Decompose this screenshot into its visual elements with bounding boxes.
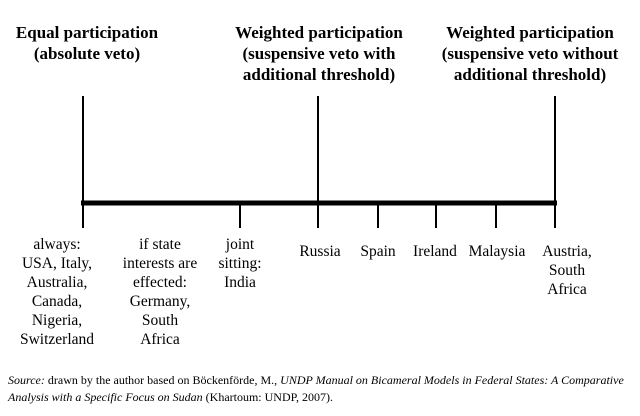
label-line: Canada, — [31, 293, 83, 310]
label-joint-sitting: joint sitting: India — [212, 235, 268, 292]
source-label: Source: — [8, 373, 45, 387]
header-line: (suspensive veto with — [242, 44, 396, 63]
header-equal-participation: Equal participation (absolute veto) — [6, 22, 168, 64]
label-austria: Austria, South Africa — [536, 242, 598, 299]
header-line: (absolute veto) — [33, 44, 141, 63]
label-line: Africa — [140, 331, 180, 348]
label-line: Spain — [360, 243, 396, 260]
label-ireland: Ireland — [404, 242, 466, 261]
label-line: always: — [33, 236, 81, 253]
label-line: Australia, — [26, 274, 88, 291]
header-line: Weighted participation — [235, 23, 403, 42]
source-note: Source: drawn by the author based on Böc… — [8, 372, 634, 406]
header-line: additional threshold) — [453, 65, 607, 84]
header-weighted-with-threshold: Weighted participation (suspensive veto … — [222, 22, 416, 85]
label-line: South — [141, 312, 179, 329]
label-line: effected: — [133, 274, 187, 291]
label-line: if state — [139, 236, 181, 253]
label-line: joint — [225, 236, 255, 253]
header-line: additional threshold) — [242, 65, 396, 84]
label-spain: Spain — [352, 242, 404, 261]
label-line: USA, Italy, — [21, 255, 93, 272]
label-line: Ireland — [413, 243, 457, 260]
label-line: sitting: — [218, 255, 262, 272]
header-line: Equal participation — [15, 23, 159, 42]
label-line: Malaysia — [468, 243, 526, 260]
label-line: interests are — [122, 255, 198, 272]
label-line: Russia — [299, 243, 341, 260]
label-russia: Russia — [294, 242, 346, 261]
label-line: Switzerland — [19, 331, 95, 348]
header-weighted-without-threshold: Weighted participation (suspensive veto … — [426, 22, 634, 85]
label-line: Austria, — [542, 243, 592, 260]
label-line: Nigeria, — [31, 312, 83, 329]
label-line: India — [224, 274, 256, 291]
source-text-after: (Khartoum: UNDP, 2007). — [202, 390, 333, 404]
label-malaysia: Malaysia — [462, 242, 532, 261]
source-text-before: drawn by the author based on Böckenförde… — [44, 373, 281, 387]
header-line: (suspensive veto without — [441, 44, 619, 63]
header-line: Weighted participation — [446, 23, 614, 42]
label-always: always: USA, Italy, Australia, Canada, N… — [2, 235, 112, 349]
source-title: UNDP Manual on Bicameral Models in Feder… — [8, 373, 624, 404]
label-line: South — [548, 262, 586, 279]
label-state-interests: if state interests are effected: Germany… — [110, 235, 210, 349]
label-line: Germany, — [129, 293, 191, 310]
label-line: Africa — [547, 281, 587, 298]
